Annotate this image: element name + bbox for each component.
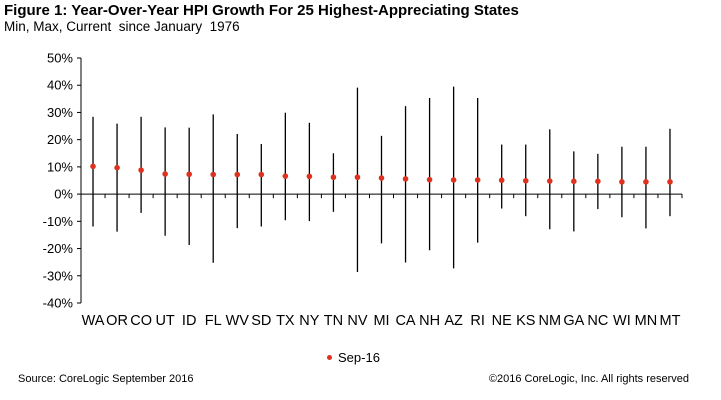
current-point: [619, 179, 625, 185]
current-point: [90, 163, 96, 170]
y-tick-label: 40%: [47, 78, 73, 93]
current-point: [234, 171, 241, 178]
x-category-label: NC: [587, 313, 608, 329]
x-category-label: WA: [82, 313, 105, 329]
source-note: Source: CoreLogic September 2016: [18, 373, 194, 385]
current-point: [474, 177, 481, 183]
x-category-label: MI: [373, 313, 389, 329]
current-point: [210, 171, 217, 178]
x-category-label: KS: [516, 313, 535, 329]
current-point: [498, 177, 505, 184]
current-point: [667, 179, 673, 185]
y-tick-label: 30%: [47, 105, 73, 120]
x-category-label: MT: [660, 313, 681, 329]
legend: Sep-16: [327, 350, 380, 365]
x-category-label: TN: [324, 313, 343, 329]
x-category-label: NH: [419, 313, 440, 329]
current-point: [330, 174, 337, 181]
current-point: [162, 171, 168, 177]
x-category-label: SD: [251, 313, 271, 329]
x-category-label: AZ: [444, 313, 463, 329]
current-points: [90, 163, 673, 185]
x-category-label: NM: [538, 313, 561, 329]
current-point: [138, 167, 144, 173]
chart-title: Figure 1: Year-Over-Year HPI Growth For …: [4, 2, 519, 19]
y-axis: 50% 40% 30% 20% 10% 0% -10% -20% -30% -40%: [43, 51, 82, 311]
x-category-label: TX: [276, 313, 295, 329]
current-point: [595, 178, 601, 185]
x-category-label: ID: [182, 313, 197, 329]
x-category-label: GA: [563, 313, 584, 329]
chart-subtitle: Min, Max, Current since January 1976: [4, 19, 240, 34]
current-point: [282, 173, 289, 179]
x-category-label: NE: [492, 313, 512, 329]
x-category-label: RI: [470, 313, 485, 329]
current-point: [114, 164, 120, 171]
current-point: [378, 175, 385, 181]
x-category-label: FL: [205, 313, 222, 329]
y-tick-label: -20%: [43, 241, 74, 256]
y-tick-label: 50%: [47, 51, 73, 66]
copyright-note: ©2016 CoreLogic, Inc. All rights reserve…: [488, 373, 689, 385]
current-point: [450, 177, 457, 183]
current-point: [546, 178, 553, 184]
x-category-label: WV: [226, 313, 250, 329]
current-point: [258, 171, 265, 178]
y-tick-label: -10%: [43, 214, 74, 229]
current-point: [522, 177, 529, 184]
current-point: [354, 174, 361, 181]
x-category-label: CO: [130, 313, 152, 329]
current-point: [306, 173, 313, 180]
x-category-label: WI: [613, 313, 631, 329]
current-point: [426, 176, 433, 183]
y-tick-label: -30%: [43, 268, 74, 283]
y-tick-label: 20%: [47, 132, 73, 147]
x-category-label: NV: [347, 313, 367, 329]
current-point: [571, 178, 577, 185]
x-category-label: OR: [106, 313, 128, 329]
y-tick-label: 0%: [54, 187, 73, 202]
current-point: [643, 179, 649, 185]
legend-marker: [327, 355, 332, 360]
x-category-label: MN: [635, 313, 658, 329]
x-category-label: UT: [155, 313, 174, 329]
current-point: [402, 176, 409, 182]
current-point: [186, 171, 192, 178]
y-tick-label: -40%: [43, 296, 74, 311]
x-category-label: CA: [395, 313, 415, 329]
legend-label: Sep-16: [338, 350, 380, 365]
x-category-label: NY: [299, 313, 319, 329]
y-tick-label: 10%: [47, 159, 73, 174]
